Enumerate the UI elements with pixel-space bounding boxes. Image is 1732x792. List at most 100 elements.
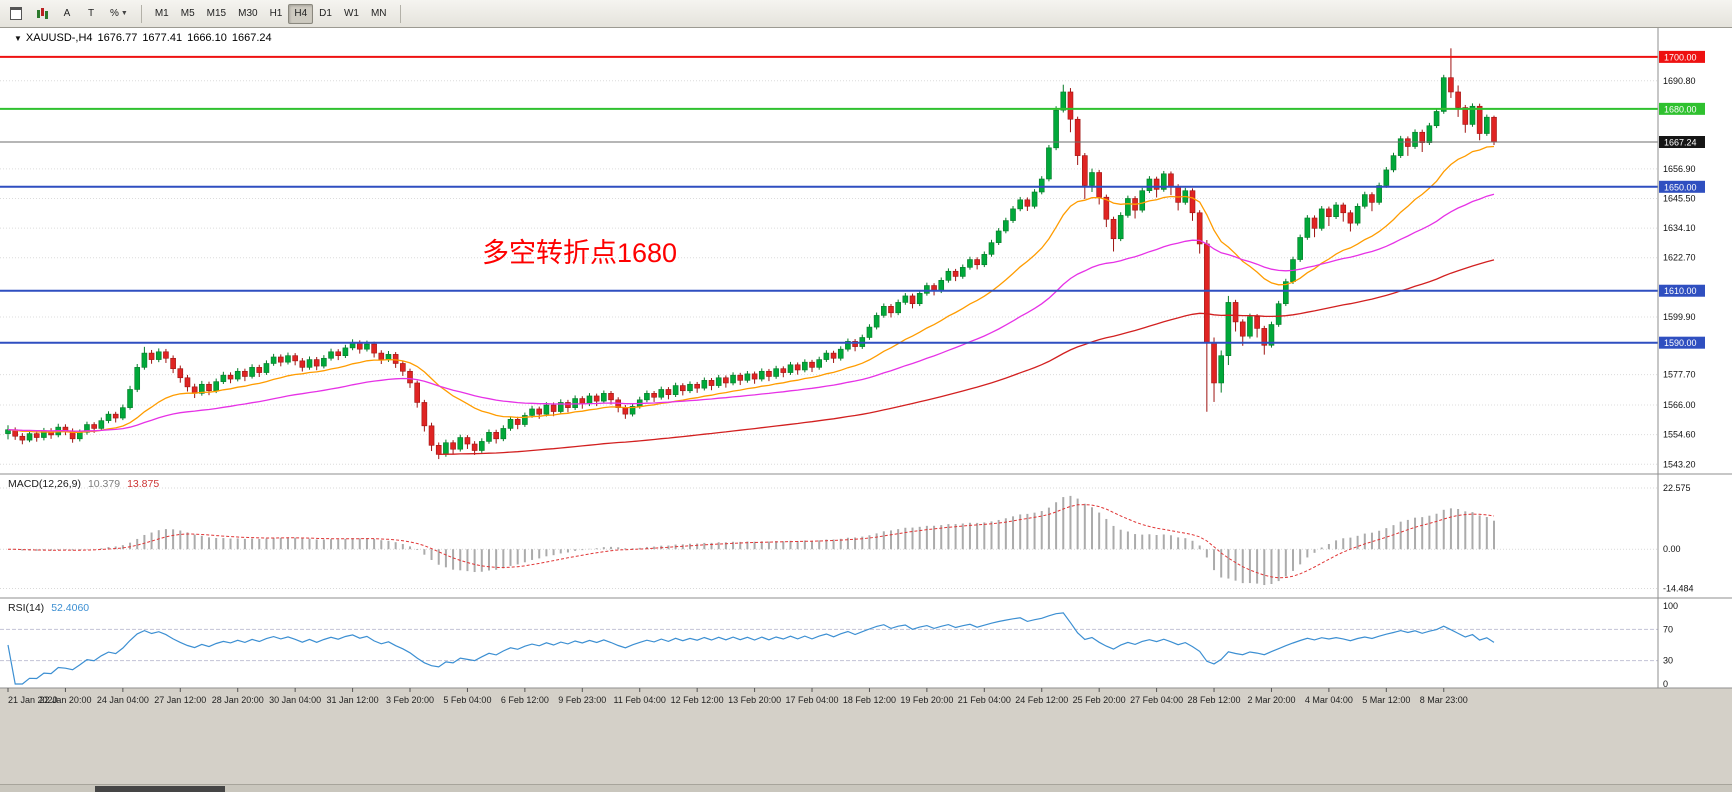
- svg-text:1680.00: 1680.00: [1664, 104, 1697, 114]
- candlestick-icon: [36, 7, 48, 20]
- svg-text:4 Mar 04:00: 4 Mar 04:00: [1305, 695, 1353, 705]
- svg-text:21 Feb 04:00: 21 Feb 04:00: [958, 695, 1011, 705]
- chart-title: ▼ XAUUSD-,H4 1676.77 1677.41 1666.10 1667.24: [14, 32, 277, 44]
- macd-panel: 22.575 0.00 -14.484: [0, 483, 1694, 594]
- symbol-period-label: XAUUSD-,H4: [25, 32, 93, 44]
- svg-text:27 Jan 12:00: 27 Jan 12:00: [154, 695, 206, 705]
- svg-text:2 Mar 20:00: 2 Mar 20:00: [1247, 695, 1295, 705]
- svg-text:6 Feb 12:00: 6 Feb 12:00: [501, 695, 549, 705]
- svg-text:28 Jan 20:00: 28 Jan 20:00: [212, 695, 264, 705]
- svg-text:1650.00: 1650.00: [1664, 182, 1697, 192]
- price-gridlines: 1690.80 1656.90 1645.50 1634.10 1622.70 1599.…: [0, 76, 1696, 469]
- timeframe-button-h4[interactable]: H4: [288, 3, 314, 24]
- macd-signal-value: 13.875: [127, 478, 160, 490]
- collapse-arrow-icon[interactable]: ▼: [14, 34, 22, 43]
- svg-text:1590.00: 1590.00: [1664, 338, 1697, 348]
- toolbar: A T % ▼ M1 M5 M15 M30 H1 H4 D1 W1 MN: [0, 0, 1732, 28]
- svg-text:1656.90: 1656.90: [1663, 164, 1696, 174]
- svg-text:3 Feb 20:00: 3 Feb 20:00: [386, 695, 434, 705]
- svg-text:1610.00: 1610.00: [1664, 286, 1697, 296]
- candles-layer: [5, 48, 1497, 460]
- svg-text:1599.90: 1599.90: [1663, 312, 1696, 322]
- svg-text:24 Feb 12:00: 24 Feb 12:00: [1015, 695, 1068, 705]
- toolbar-separator: [140, 4, 142, 23]
- svg-text:9 Feb 23:00: 9 Feb 23:00: [558, 695, 606, 705]
- svg-text:18 Feb 12:00: 18 Feb 12:00: [843, 695, 896, 705]
- text-tool-label: T: [87, 8, 95, 19]
- svg-text:1577.70: 1577.70: [1663, 370, 1696, 380]
- timeframe-button-m5[interactable]: M5: [175, 4, 201, 24]
- text-tool-button[interactable]: T: [80, 4, 102, 24]
- ohlc-high: 1677.41: [142, 32, 183, 44]
- toolbar-separator: [399, 4, 401, 23]
- candlestick-chart-button[interactable]: [30, 4, 54, 24]
- svg-text:19 Feb 20:00: 19 Feb 20:00: [900, 695, 953, 705]
- macd-label: MACD(12,26,9): [8, 478, 81, 490]
- svg-text:1622.70: 1622.70: [1663, 253, 1696, 263]
- svg-text:22.575: 22.575: [1663, 483, 1691, 493]
- svg-text:1667.24: 1667.24: [1664, 138, 1697, 148]
- svg-text:5 Mar 12:00: 5 Mar 12:00: [1362, 695, 1410, 705]
- svg-text:30: 30: [1663, 656, 1673, 666]
- svg-text:1554.60: 1554.60: [1663, 430, 1696, 440]
- time-axis-background: [0, 688, 1732, 784]
- chevron-down-icon: ▼: [120, 10, 128, 17]
- svg-text:1634.10: 1634.10: [1663, 223, 1696, 233]
- macd-main-value: 10.379: [87, 478, 121, 490]
- svg-text:22 Jan 20:00: 22 Jan 20:00: [39, 695, 91, 705]
- svg-text:31 Jan 12:00: 31 Jan 12:00: [327, 695, 379, 705]
- indicators-dropdown-button[interactable]: % ▼: [104, 4, 134, 24]
- svg-text:1645.50: 1645.50: [1663, 193, 1696, 203]
- svg-text:8 Mar 23:00: 8 Mar 23:00: [1420, 695, 1468, 705]
- cursor-tool-button[interactable]: A: [56, 4, 78, 24]
- timeframe-button-m15[interactable]: M15: [201, 4, 232, 24]
- svg-text:24 Jan 04:00: 24 Jan 04:00: [97, 695, 149, 705]
- timeframe-button-m1[interactable]: M1: [149, 4, 175, 24]
- svg-text:70: 70: [1663, 624, 1673, 634]
- svg-text:1543.20: 1543.20: [1663, 459, 1696, 469]
- chart-canvas[interactable]: 1690.80 1656.90 1645.50 1634.10 1622.70 1599.…: [0, 28, 1732, 784]
- svg-text:5 Feb 04:00: 5 Feb 04:00: [443, 695, 491, 705]
- horizontal-lines[interactable]: [0, 55, 1658, 344]
- macd-indicator-header: MACD(12,26,9) 10.379 13.875: [8, 478, 166, 490]
- svg-text:25 Feb 20:00: 25 Feb 20:00: [1073, 695, 1126, 705]
- cursor-tool-label: A: [63, 8, 71, 19]
- svg-text:12 Feb 12:00: 12 Feb 12:00: [671, 695, 724, 705]
- horizontal-scrollbar[interactable]: [0, 784, 1732, 792]
- ohlc-close: 1667.24: [231, 32, 272, 44]
- moving-average-lines: [7, 145, 1495, 456]
- timeframe-button-w1[interactable]: W1: [338, 4, 365, 24]
- timeframe-button-h1[interactable]: H1: [264, 4, 289, 24]
- rsi-panel: 100 70 30 0: [0, 601, 1678, 689]
- timeframe-button-d1[interactable]: D1: [313, 4, 338, 24]
- svg-text:100: 100: [1663, 601, 1678, 611]
- rsi-indicator-header: RSI(14) 52.4060: [8, 602, 96, 614]
- svg-text:0.00: 0.00: [1663, 544, 1681, 554]
- rsi-label: RSI(14): [8, 602, 45, 614]
- svg-text:-14.484: -14.484: [1663, 584, 1694, 594]
- svg-text:28 Feb 12:00: 28 Feb 12:00: [1188, 695, 1241, 705]
- scrollbar-thumb[interactable]: [95, 786, 225, 792]
- svg-text:30 Jan 04:00: 30 Jan 04:00: [269, 695, 321, 705]
- chart-window-button[interactable]: [4, 4, 28, 24]
- svg-text:1566.00: 1566.00: [1663, 400, 1696, 410]
- svg-text:0: 0: [1663, 679, 1668, 689]
- timeframe-button-group: M1 M5 M15 M30 H1 H4 D1 W1 MN: [149, 3, 393, 24]
- price-axis: 1700.00 1680.00 1667.24 1650.00 1610.00 1590.…: [1657, 28, 1705, 688]
- svg-text:17 Feb 04:00: 17 Feb 04:00: [785, 695, 838, 705]
- percent-icon: %: [110, 8, 119, 19]
- chart-text-annotation[interactable]: 多空转折点1680: [482, 238, 677, 268]
- svg-text:21 Jan 2020: 21 Jan 2020: [8, 695, 58, 705]
- ohlc-open: 1676.77: [97, 32, 138, 44]
- chart-background: [0, 28, 1732, 688]
- timeframe-button-mn[interactable]: MN: [365, 4, 393, 24]
- svg-text:11 Feb 04:00: 11 Feb 04:00: [614, 695, 666, 705]
- svg-text:13 Feb 20:00: 13 Feb 20:00: [728, 695, 781, 705]
- ohlc-low: 1666.10: [187, 32, 227, 44]
- svg-text:1700.00: 1700.00: [1664, 52, 1697, 62]
- rsi-value: 52.4060: [51, 602, 90, 614]
- svg-text:27 Feb 04:00: 27 Feb 04:00: [1130, 695, 1183, 705]
- timeframe-button-m30[interactable]: M30: [232, 4, 263, 24]
